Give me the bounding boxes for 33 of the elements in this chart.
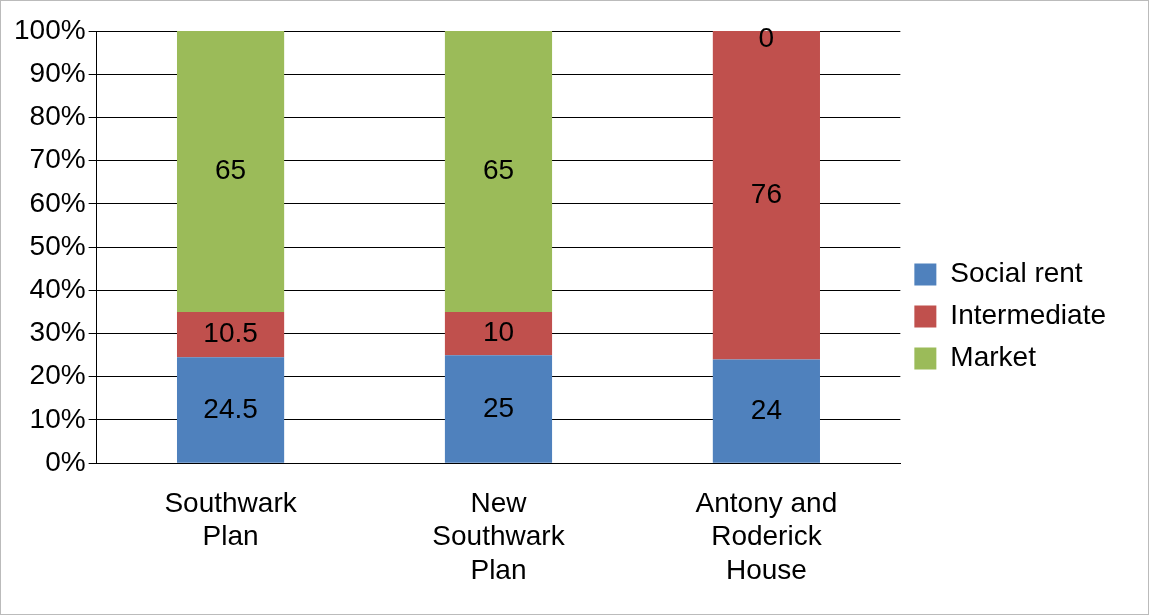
data-label: 0: [758, 21, 775, 53]
legend-label: Intermediate: [950, 299, 1106, 331]
y-tick-label: 70%: [29, 143, 86, 175]
bar: [176, 311, 285, 358]
y-tick-label: 0%: [45, 445, 86, 477]
bar: [444, 31, 553, 312]
bar: [712, 359, 820, 463]
y-tick-label: 80%: [29, 100, 86, 132]
legend-label: Social rent: [950, 257, 1083, 289]
x-tick-label: Antony and Roderick House: [695, 486, 838, 585]
bar: [176, 357, 285, 463]
bar: [176, 31, 285, 312]
data-label: 65: [214, 154, 247, 186]
x-tick-label: New Southwark Plan: [432, 486, 566, 585]
data-label: 24.5: [203, 392, 258, 424]
y-tick-label: 60%: [29, 186, 86, 218]
y-tick-label: 40%: [29, 273, 86, 305]
y-tick-label: 10%: [29, 402, 86, 434]
x-tick-label: Southwark Plan: [164, 486, 298, 552]
y-tick-label: 20%: [29, 359, 86, 391]
legend-label: Market: [950, 341, 1037, 373]
y-tick-label: 50%: [29, 229, 86, 261]
y-tick-label: 30%: [29, 316, 86, 348]
y-tick-label: 100%: [13, 13, 86, 45]
data-label: 25: [482, 391, 515, 423]
data-label: 10: [482, 316, 515, 348]
data-label: 10.5: [203, 317, 258, 349]
bar: [444, 311, 553, 356]
y-tick-label: 90%: [29, 56, 86, 88]
data-label: 24: [750, 393, 782, 425]
data-label: 76: [750, 177, 782, 209]
bar: [444, 355, 553, 463]
data-label: 65: [482, 154, 515, 186]
